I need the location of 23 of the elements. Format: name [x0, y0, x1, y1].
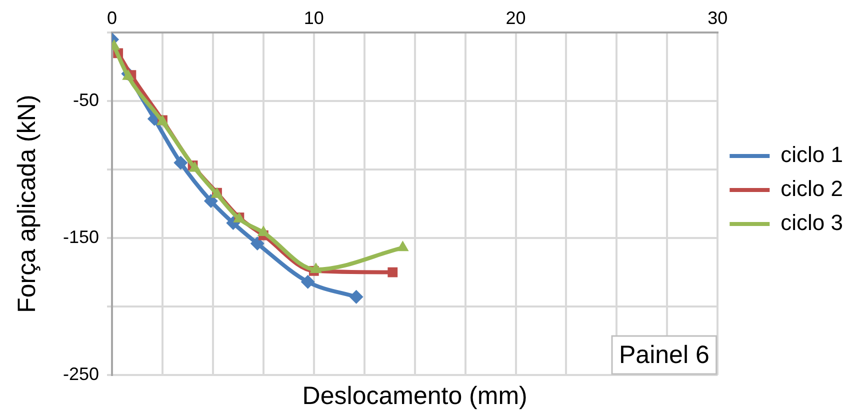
legend-label: ciclo 2 — [780, 176, 843, 202]
y-tick-label: -250 — [62, 364, 100, 384]
x-tick-label: 30 — [708, 8, 728, 28]
x-tick-label: 10 — [304, 8, 324, 28]
x-tick-label: 20 — [506, 8, 526, 28]
legend-label: ciclo 3 — [780, 210, 843, 236]
point — [257, 226, 270, 236]
point — [204, 194, 218, 208]
x-axis-title: Deslocamento (mm) — [302, 382, 528, 410]
annotation: Painel 6 — [619, 340, 710, 369]
y-tick-label: -150 — [62, 227, 100, 248]
point — [310, 262, 322, 274]
point — [174, 156, 188, 170]
y-tick-label: -50 — [73, 90, 100, 110]
point — [188, 161, 201, 172]
x-tick-label: 0 — [107, 8, 118, 28]
point — [388, 267, 398, 278]
y-axis-title: Força aplicada (kN) — [12, 94, 41, 313]
point — [250, 236, 264, 251]
point — [349, 290, 364, 304]
point — [300, 274, 315, 289]
point — [396, 240, 409, 252]
legend-label: ciclo 1 — [780, 142, 843, 168]
